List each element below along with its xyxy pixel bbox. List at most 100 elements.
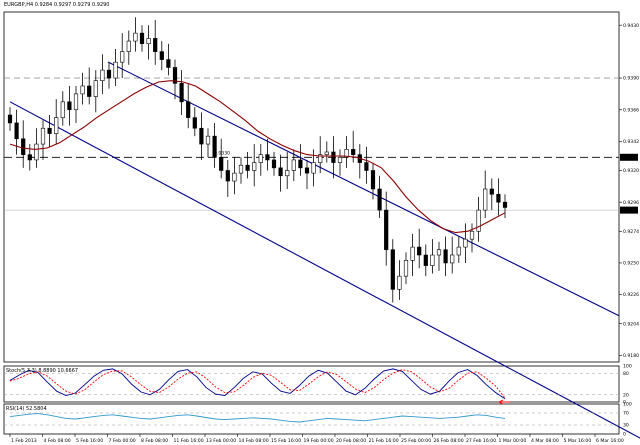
stochastic-tick-label: 80 xyxy=(623,371,629,377)
time-tick-label: 4 Feb 08:00 xyxy=(44,438,71,444)
candle-body xyxy=(285,170,290,177)
candle-body xyxy=(199,127,204,145)
price-tick-label: 0.9430 xyxy=(623,23,639,29)
candle-body xyxy=(172,67,178,84)
candle-body xyxy=(417,246,422,256)
candle-body xyxy=(278,167,283,177)
candle-body xyxy=(232,172,237,182)
rsi-tick-label: 70 xyxy=(623,411,629,417)
pane-frame-1 xyxy=(3,11,620,363)
chart-header: EURGBP,H4 0.9284 0.9297 0.9279 0.9290 xyxy=(4,2,110,8)
candle-body xyxy=(370,170,376,190)
candle-body xyxy=(179,83,184,103)
time-tick-label: 13 Feb 00:00 xyxy=(206,438,236,444)
candle-body xyxy=(47,127,52,134)
stochastic-series-main xyxy=(9,368,506,400)
channel-upper-line xyxy=(107,61,620,317)
time-tick-label: 15 Feb 16:00 xyxy=(271,438,301,444)
candle-body xyxy=(67,101,72,111)
candle-body xyxy=(476,209,481,232)
candle-body xyxy=(106,69,112,79)
candle-body xyxy=(423,254,428,266)
candle-body xyxy=(364,162,369,171)
candle-body xyxy=(186,101,191,118)
price-tag-box xyxy=(620,153,638,161)
candle-body xyxy=(87,85,92,97)
time-tick-label: 6 Mar 16:00 xyxy=(596,438,624,444)
candle-body xyxy=(304,167,310,174)
candle-body xyxy=(436,249,442,256)
rsi-tick-label: 0 xyxy=(623,432,626,438)
price-tick-label: 0.9274 xyxy=(623,229,639,235)
candle-body xyxy=(60,101,65,118)
candle-body xyxy=(219,156,224,171)
candle-body xyxy=(265,154,270,161)
stochastic-series-signal xyxy=(9,369,506,399)
time-tick-label: 4 Mar 08:00 xyxy=(531,438,559,444)
candles-group xyxy=(7,17,508,303)
candle-body xyxy=(450,254,455,264)
time-tick-label: 11 Feb 16:00 xyxy=(174,438,204,444)
candle-body xyxy=(192,117,197,129)
candle-body xyxy=(153,38,158,52)
candle-body xyxy=(390,249,395,290)
rsi-tick-label: 100 xyxy=(623,402,632,408)
rsi-tick-label: 30 xyxy=(623,423,629,429)
candle-body xyxy=(397,275,402,290)
candle-body xyxy=(443,249,448,264)
moving-average-line xyxy=(9,80,506,234)
candle-body xyxy=(489,188,494,195)
time-tick-label: 19 Feb 00:00 xyxy=(304,438,334,444)
time-tick-label: 7 Feb 00:00 xyxy=(109,438,136,444)
candle-body xyxy=(245,164,250,171)
candle-body xyxy=(73,93,79,111)
price-tick-label: 0.9320 xyxy=(623,168,639,174)
candle-body xyxy=(212,135,217,158)
pane-frame-3 xyxy=(3,403,620,435)
stochastic-pane-label: Stoch(5,3,3) 8.8890 10.6667 xyxy=(6,368,78,374)
candle-body xyxy=(331,151,336,163)
candle-body xyxy=(205,135,211,145)
candle-body xyxy=(113,61,118,79)
candle-body xyxy=(126,40,131,52)
candle-body xyxy=(311,162,316,174)
candle-body xyxy=(40,127,46,145)
candle-body xyxy=(384,209,389,251)
price-tag-label: 0.9330 xyxy=(621,155,637,161)
candle-body xyxy=(298,159,303,169)
candle-body xyxy=(410,246,415,261)
time-tick-label: 1 Feb 2013 xyxy=(11,438,37,444)
time-tick-label: 27 Feb 16:00 xyxy=(466,438,496,444)
candle-body xyxy=(318,154,323,163)
candle-body xyxy=(7,114,13,124)
price-tick-label: 0.9366 xyxy=(623,107,639,113)
time-tick-label: 5 Feb 16:00 xyxy=(76,438,103,444)
price-tag-label: 0.9290 xyxy=(621,208,637,214)
time-tick-label: 5 Mar 16:00 xyxy=(564,438,592,444)
price-tick-label: 0.9226 xyxy=(623,292,639,298)
channel-lower-line xyxy=(9,101,640,439)
candle-body xyxy=(238,164,244,174)
price-tick-label: 0.9204 xyxy=(623,321,639,327)
candle-body xyxy=(100,69,105,81)
candle-body xyxy=(54,117,59,134)
price-tick-label: 0.9296 xyxy=(623,200,639,206)
candle-body xyxy=(21,138,26,155)
time-tick-label: 1 Mar 00:00 xyxy=(499,438,527,444)
price-tick-label: 0.9342 xyxy=(623,139,639,145)
candle-body xyxy=(225,170,230,182)
candle-body xyxy=(456,246,461,256)
price-tick-label: 0.9390 xyxy=(623,76,639,82)
candle-body xyxy=(324,151,329,155)
candle-body xyxy=(133,32,138,42)
candle-body xyxy=(469,230,475,240)
candle-body xyxy=(258,154,263,163)
time-tick-label: 25 Feb 00:00 xyxy=(401,438,431,444)
candle-body xyxy=(120,51,125,63)
candle-body xyxy=(146,38,151,44)
candle-body xyxy=(80,85,85,95)
price-tick-label: 0.9180 xyxy=(623,353,639,359)
candle-body xyxy=(377,188,382,211)
stochastic-tick-label: 20 xyxy=(623,392,629,398)
